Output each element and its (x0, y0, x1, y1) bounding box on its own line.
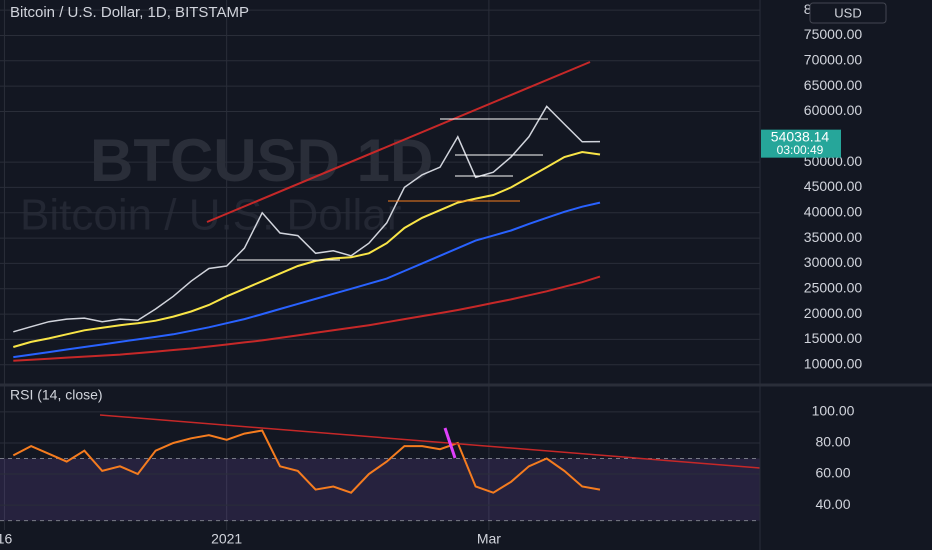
watermark: BTCUSD 1D (90, 127, 433, 194)
y-tick-label: 30000.00 (804, 254, 863, 270)
y-tick-label: 70000.00 (804, 51, 863, 67)
rsi-pane: 40.00 60.00 80.00 100.00 (0, 403, 855, 522)
series-line (13, 201, 601, 359)
y-tick-label: 40.00 (815, 496, 850, 512)
y-tick-label: 40000.00 (804, 203, 863, 219)
currency[interactable]: USD (834, 5, 861, 20)
y-tick-label: 45000.00 (804, 178, 863, 194)
y-tick-label: 15000.00 (804, 330, 863, 346)
x-tick-label: 16 (0, 531, 12, 547)
series-line (12, 429, 601, 494)
series-line (13, 150, 601, 348)
y-tick-label: 10000.00 (804, 355, 863, 371)
y-tick-label: 65000.00 (804, 77, 863, 93)
price-tag (761, 129, 841, 158)
rsi-title: RSI (14, close) (10, 387, 103, 403)
divergence-mark (443, 427, 457, 459)
countdown: 03:00:49 (777, 143, 824, 157)
y-tick-label: 20000.00 (804, 305, 863, 321)
y-tick-label: 25000.00 (804, 279, 863, 295)
y-tick-label: 60.00 (815, 465, 850, 481)
y-tick-label: 80.00 (815, 434, 850, 450)
series-line (13, 275, 601, 362)
watermark: Bitcoin / U.S. Dollar (20, 191, 401, 240)
x-tick-label: Mar (477, 531, 501, 547)
y-tick-label: 35000.00 (804, 229, 863, 245)
series-line (13, 105, 601, 333)
x-tick-label: 2021 (211, 531, 242, 547)
y-tick-label: 60000.00 (804, 102, 863, 118)
currency-button[interactable] (809, 2, 887, 24)
chart-title: Bitcoin / U.S. Dollar, 1D, BITSTAMP (10, 4, 249, 21)
trend-line (206, 61, 591, 223)
trend-line (99, 414, 761, 469)
last-price: 54038.14 (771, 128, 830, 144)
y-tick-label: 75000.00 (804, 26, 863, 42)
y-tick-label: 100.00 (812, 403, 855, 419)
